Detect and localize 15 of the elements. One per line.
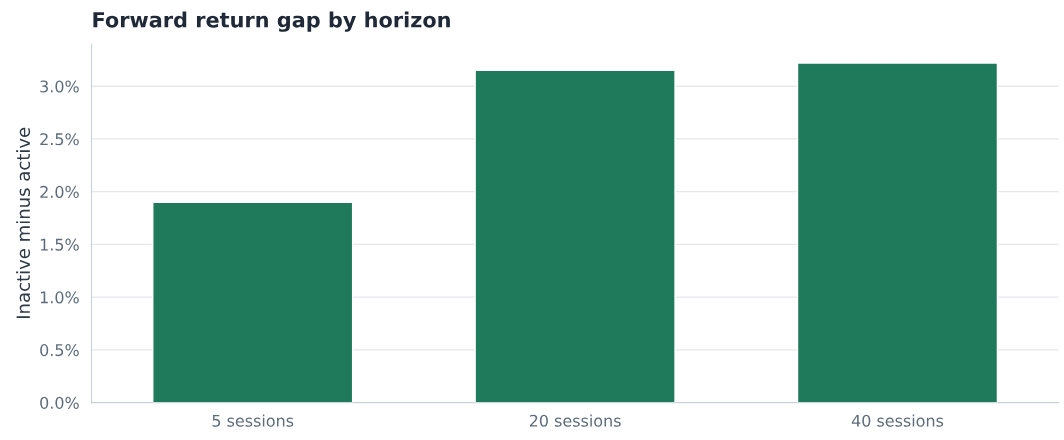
y-tick-label: 1.0%	[40, 291, 79, 304]
x-tick-label: 20 sessions	[529, 414, 621, 427]
x-tick-label: 40 sessions	[851, 414, 944, 427]
y-tick-label: 0.5%	[40, 344, 79, 357]
y-tick-label: 0.0%	[40, 396, 79, 409]
chart-title: Forward return gap by horizon	[93, 11, 450, 32]
y-tick-label: 2.5%	[40, 133, 79, 146]
bar	[474, 69, 676, 403]
x-tick-label: 5 sessions	[212, 414, 294, 427]
bar	[796, 62, 999, 403]
y-axis-title: Inactive minus active	[16, 127, 31, 318]
y-tick-label: 3.0%	[40, 80, 79, 93]
y-tick-label: 1.5%	[40, 238, 79, 251]
bar	[152, 201, 354, 403]
y-tick-label: 2.0%	[40, 185, 79, 198]
